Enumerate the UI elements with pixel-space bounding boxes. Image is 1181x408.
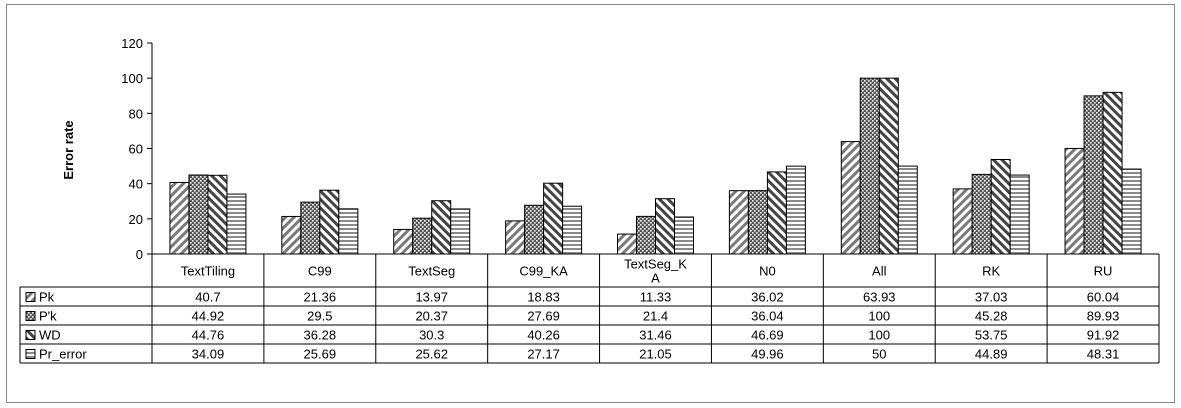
bar-p-k-1 bbox=[300, 201, 321, 255]
data-value: 34.09 bbox=[192, 347, 225, 362]
bar-p-k-8 bbox=[1083, 95, 1104, 255]
bar-pk-1 bbox=[281, 215, 302, 255]
series-name: Pk bbox=[39, 290, 55, 305]
data-value: 50 bbox=[872, 347, 886, 362]
y-tick-label: 100 bbox=[121, 71, 143, 86]
legend-key bbox=[25, 349, 36, 359]
bar-pk-5 bbox=[728, 190, 749, 255]
bar-pr-error-7 bbox=[1009, 174, 1030, 255]
bar-p-k-7 bbox=[971, 173, 992, 255]
legend-key bbox=[25, 330, 36, 340]
series-name: Pr_error bbox=[39, 347, 87, 362]
data-value: 36.28 bbox=[304, 328, 337, 343]
bar-pk-2 bbox=[393, 228, 414, 255]
legend-key bbox=[25, 292, 36, 302]
y-axis-label: Error rate bbox=[61, 120, 76, 179]
data-value: 31.46 bbox=[639, 328, 672, 343]
data-value: 40.7 bbox=[195, 290, 220, 305]
bar-pr-error-5 bbox=[785, 165, 806, 255]
y-tick-label: 120 bbox=[121, 36, 143, 51]
y-tick-label: 40 bbox=[129, 177, 143, 192]
data-value: 11.33 bbox=[640, 290, 672, 305]
bar-wd-0 bbox=[207, 174, 228, 255]
bar-wd-8 bbox=[1102, 91, 1123, 255]
y-tick-label: 60 bbox=[129, 142, 143, 157]
bar-p-k-3 bbox=[524, 204, 545, 255]
data-value: 21.36 bbox=[304, 290, 337, 305]
data-value: 60.04 bbox=[1087, 290, 1120, 305]
bar-p-k-0 bbox=[188, 174, 209, 255]
data-value: 44.89 bbox=[975, 347, 1008, 362]
data-value: 30.3 bbox=[419, 328, 444, 343]
bar-p-k-5 bbox=[747, 190, 768, 255]
category-label: A bbox=[651, 271, 660, 286]
data-value: 63.93 bbox=[863, 290, 896, 305]
data-value: 48.31 bbox=[1087, 347, 1120, 362]
data-value: 20.37 bbox=[415, 309, 448, 324]
series-name: P'k bbox=[39, 309, 57, 324]
data-value: 91.92 bbox=[1087, 328, 1120, 343]
data-value: 40.26 bbox=[527, 328, 560, 343]
data-value: 37.03 bbox=[975, 290, 1008, 305]
y-tick-label: 0 bbox=[136, 247, 143, 262]
data-value: 27.17 bbox=[527, 347, 560, 362]
data-value: 21.05 bbox=[639, 347, 672, 362]
bar-p-k-6 bbox=[859, 77, 880, 255]
bar-pk-0 bbox=[169, 181, 190, 255]
bar-pr-error-2 bbox=[450, 208, 471, 255]
bar-wd-2 bbox=[431, 200, 452, 255]
data-value: 100 bbox=[868, 309, 890, 324]
category-label: N0 bbox=[759, 264, 776, 279]
bar-pk-6 bbox=[840, 141, 861, 255]
legend-key bbox=[25, 311, 36, 321]
data-value: 46.69 bbox=[751, 328, 784, 343]
category-label: TextSeg bbox=[408, 264, 455, 279]
data-value: 49.96 bbox=[751, 347, 784, 362]
data-value: 18.83 bbox=[527, 290, 560, 305]
data-value: 25.69 bbox=[304, 347, 337, 362]
category-label: C99_KA bbox=[519, 264, 568, 279]
bar-p-k-4 bbox=[636, 215, 656, 255]
data-value: 29.5 bbox=[307, 309, 332, 324]
category-label: RK bbox=[982, 264, 1000, 279]
bar-pr-error-8 bbox=[1121, 168, 1142, 255]
bar-p-k-2 bbox=[412, 217, 433, 255]
data-value: 13.97 bbox=[415, 290, 448, 305]
series-name: WD bbox=[39, 328, 61, 343]
y-tick-label: 80 bbox=[129, 106, 143, 121]
bar-wd-7 bbox=[990, 158, 1011, 255]
bar-pk-8 bbox=[1064, 147, 1085, 255]
bar-pk-4 bbox=[617, 233, 637, 255]
bar-pr-error-1 bbox=[338, 208, 359, 255]
bar-pr-error-6 bbox=[897, 165, 918, 255]
data-value: 89.93 bbox=[1087, 309, 1120, 324]
data-value: 44.76 bbox=[192, 328, 225, 343]
category-label: All bbox=[872, 264, 887, 279]
bar-wd-4 bbox=[655, 198, 675, 255]
category-label: TextTiling bbox=[181, 264, 235, 279]
y-tick-label: 20 bbox=[129, 212, 143, 227]
bar-pk-7 bbox=[952, 188, 973, 255]
category-label: TextSeg_K bbox=[624, 257, 687, 272]
category-label: C99 bbox=[308, 264, 332, 279]
bar-wd-6 bbox=[878, 77, 899, 255]
data-value: 45.28 bbox=[975, 309, 1008, 324]
bar-wd-1 bbox=[319, 189, 340, 255]
bar-wd-5 bbox=[766, 171, 787, 255]
bar-wd-3 bbox=[543, 182, 564, 255]
data-value: 53.75 bbox=[975, 328, 1008, 343]
data-value: 100 bbox=[868, 328, 890, 343]
data-value: 25.62 bbox=[415, 347, 448, 362]
bar-pr-error-4 bbox=[674, 216, 694, 255]
bar-pr-error-3 bbox=[562, 205, 583, 255]
category-label: RU bbox=[1094, 264, 1113, 279]
data-value: 36.04 bbox=[751, 309, 784, 324]
data-value: 44.92 bbox=[192, 309, 225, 324]
data-value: 21.4 bbox=[643, 309, 668, 324]
bar-pk-3 bbox=[505, 220, 526, 255]
data-value: 27.69 bbox=[527, 309, 560, 324]
bar-pr-error-0 bbox=[226, 193, 247, 255]
data-value: 36.02 bbox=[751, 290, 784, 305]
